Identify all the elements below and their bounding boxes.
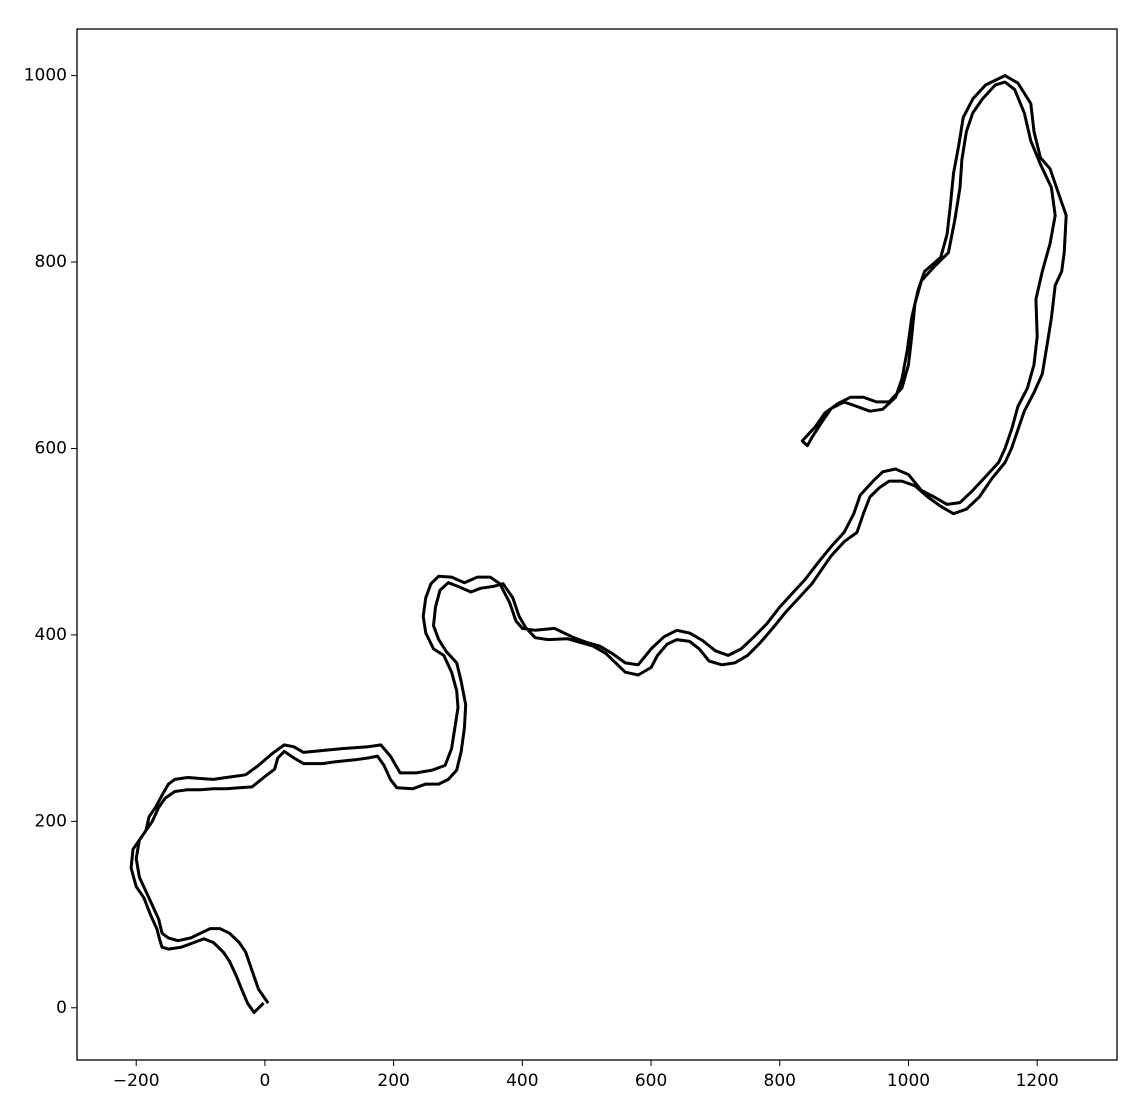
x-tick-label: 1200 <box>1016 1071 1059 1091</box>
y-tick-label: 200 <box>35 811 67 831</box>
y-tick-label: 400 <box>35 625 67 645</box>
y-tick-label: 600 <box>35 438 67 458</box>
x-tick-label: 200 <box>377 1071 409 1091</box>
x-tick-label: 800 <box>764 1071 796 1091</box>
x-tick-label: −200 <box>113 1071 160 1091</box>
x-tick-label: 400 <box>506 1071 538 1091</box>
plot-frame <box>76 28 1118 1061</box>
x-tick-label: 1000 <box>887 1071 930 1091</box>
line <box>129 74 1068 1014</box>
x-tick-label: 600 <box>635 1071 667 1091</box>
y-tick-label: 0 <box>56 998 67 1018</box>
y-tick-label: 1000 <box>24 66 67 86</box>
y-tick-label: 800 <box>35 252 67 272</box>
x-tick-label: 0 <box>260 1071 271 1091</box>
